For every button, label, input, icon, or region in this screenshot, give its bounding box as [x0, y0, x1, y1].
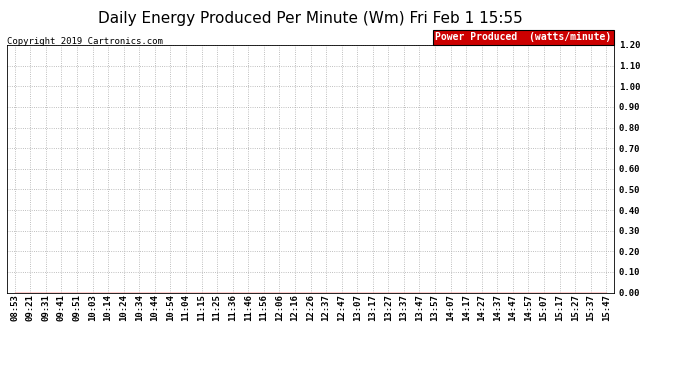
Text: Copyright 2019 Cartronics.com: Copyright 2019 Cartronics.com [7, 38, 163, 46]
Text: Daily Energy Produced Per Minute (Wm) Fri Feb 1 15:55: Daily Energy Produced Per Minute (Wm) Fr… [98, 11, 523, 26]
Text: Power Produced  (watts/minute): Power Produced (watts/minute) [435, 32, 611, 42]
